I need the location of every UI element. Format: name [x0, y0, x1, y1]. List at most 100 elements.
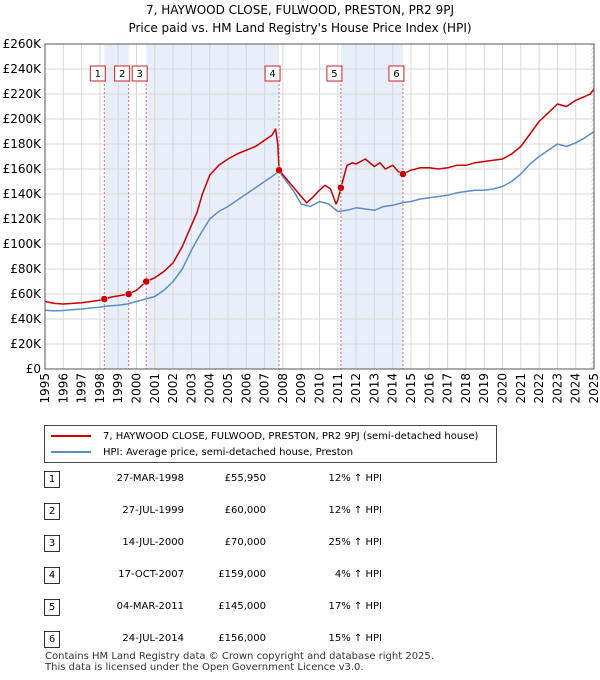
forecast-hatch — [591, 44, 594, 369]
sale-price: £60,000 — [224, 505, 266, 516]
sale-label-box — [131, 65, 148, 82]
y-tick-label: £20K — [10, 337, 42, 351]
x-tick-label: 2025 — [587, 373, 600, 404]
y-tick-label: £40K — [10, 312, 42, 326]
chart-legend: 7, HAYWOOD CLOSE, FULWOOD, PRESTON, PR2 … — [44, 425, 497, 463]
y-tick-label: £240K — [3, 62, 43, 76]
x-tick-label: 1996 — [56, 373, 70, 404]
table-row: 2 27-JUL-1999 £60,000 12% ↑ HPI — [44, 502, 564, 520]
y-tick-label: £0 — [26, 362, 41, 376]
sale-number-badge: 1 — [44, 471, 60, 488]
x-tick-label: 2003 — [184, 373, 198, 404]
legend-label-hpi: HPI: Average price, semi-detached house,… — [103, 446, 354, 458]
y-tick-label: £100K — [3, 237, 43, 251]
sale-date: 17-OCT-2007 — [118, 569, 184, 580]
x-tick-label: 2021 — [514, 373, 528, 404]
sale-point — [275, 166, 283, 174]
legend-item-price: 7, HAYWOOD CLOSE, FULWOOD, PRESTON, PR2 … — [51, 429, 478, 443]
x-tick-label: 2019 — [477, 373, 491, 404]
sale-date: 24-JUL-2014 — [122, 633, 184, 644]
sale-label-text: 3 — [137, 69, 143, 80]
sale-number-badge: 3 — [44, 535, 60, 552]
legend-swatch-price — [51, 435, 91, 437]
y-tick-label: £180K — [3, 137, 43, 151]
sale-number-badge: 2 — [44, 503, 60, 520]
x-tick-label: 2002 — [166, 373, 180, 404]
x-tick-label: 1998 — [93, 373, 107, 404]
table-row: 5 04-MAR-2011 £145,000 17% ↑ HPI — [44, 598, 564, 616]
sale-price: £145,000 — [218, 601, 266, 612]
sale-hpi-change: 25% ↑ HPI — [328, 537, 382, 548]
sale-point — [100, 295, 109, 303]
sale-hpi-change: 4% ↑ HPI — [334, 569, 382, 580]
y-tick-label: £140K — [3, 187, 43, 201]
sale-point — [399, 170, 407, 178]
hpi-series-line — [44, 130, 595, 312]
footer-license: This data is licensed under the Open Gov… — [45, 662, 364, 673]
sale-label-box — [264, 65, 281, 82]
x-tick-label: 2007 — [258, 373, 272, 404]
table-row: 3 14-JUL-2000 £70,000 25% ↑ HPI — [44, 534, 564, 552]
sale-point — [142, 277, 150, 286]
x-tick-label: 2017 — [441, 373, 455, 404]
sale-price: £156,000 — [218, 633, 266, 644]
chart-title-line2: Price paid vs. HM Land Registry's House … — [128, 21, 472, 35]
sale-point — [337, 184, 345, 192]
y-tick-label: £60K — [10, 287, 42, 301]
x-tick-label: 1999 — [111, 373, 125, 404]
x-tick-label: 2011 — [331, 373, 345, 404]
x-tick-label: 2008 — [276, 373, 290, 404]
shaded-period — [146, 44, 280, 369]
sale-date: 04-MAR-2011 — [116, 601, 184, 612]
sale-label-box — [89, 65, 106, 82]
x-tick-label: 2018 — [459, 373, 473, 404]
sale-label-box — [114, 65, 131, 82]
x-tick-label: 2005 — [221, 373, 235, 404]
sale-number-badge: 4 — [44, 567, 60, 584]
footer-copyright: Contains HM Land Registry data © Crown c… — [45, 651, 434, 662]
x-tick-label: 2009 — [294, 373, 308, 404]
x-tick-label: 2022 — [532, 373, 546, 404]
x-tick-label: 2010 — [313, 373, 327, 404]
footer: Contains HM Land Registry data © Crown c… — [45, 651, 434, 673]
table-row: 4 17-OCT-2007 £159,000 4% ↑ HPI — [44, 566, 564, 584]
x-tick-label: 2001 — [148, 373, 162, 404]
table-row: 6 24-JUL-2014 £156,000 15% ↑ HPI — [44, 630, 564, 648]
sale-label-box — [326, 65, 343, 82]
x-tick-label: 2004 — [203, 373, 217, 404]
x-tick-label: 2014 — [386, 373, 400, 404]
y-tick-label: £220K — [3, 87, 43, 101]
y-tick-label: £160K — [3, 162, 43, 176]
shaded-period — [340, 44, 403, 369]
sale-number-badge: 6 — [44, 631, 60, 648]
sale-price: £159,000 — [218, 569, 266, 580]
sale-point — [124, 290, 133, 298]
plot-frame — [44, 43, 595, 370]
sale-hpi-change: 17% ↑ HPI — [328, 601, 382, 612]
x-tick-label: 2000 — [130, 373, 144, 404]
sale-date: 27-JUL-1999 — [122, 505, 184, 516]
table-row: 1 27-MAR-1998 £55,950 12% ↑ HPI — [44, 470, 564, 488]
sale-hpi-change: 12% ↑ HPI — [328, 473, 382, 484]
x-tick-label: 2016 — [422, 373, 436, 404]
sale-hpi-change: 12% ↑ HPI — [328, 505, 382, 516]
legend-item-hpi: HPI: Average price, semi-detached house,… — [51, 445, 353, 459]
sale-label-text: 5 — [331, 69, 337, 80]
chart-title-line1: 7, HAYWOOD CLOSE, FULWOOD, PRESTON, PR2 … — [145, 3, 455, 17]
sale-hpi-change: 15% ↑ HPI — [328, 633, 382, 644]
sale-number-badge: 5 — [44, 599, 60, 616]
sale-label-text: 4 — [269, 69, 275, 80]
sale-date: 27-MAR-1998 — [116, 473, 184, 484]
x-tick-label: 2024 — [569, 373, 583, 404]
sale-label-text: 6 — [393, 69, 399, 80]
sale-date: 14-JUL-2000 — [122, 537, 184, 548]
x-tick-label: 2006 — [239, 373, 253, 404]
y-tick-label: £120K — [3, 212, 43, 226]
shaded-period — [104, 44, 129, 369]
price-chart: 1 2 3 4 5 6 £0 £20K £40K £60K £80K £100K £120K £140K £… — [3, 37, 600, 404]
sale-price: £70,000 — [224, 537, 266, 548]
x-tick-label: 2013 — [367, 373, 381, 404]
sale-label-box — [388, 65, 405, 82]
sale-price: £55,950 — [224, 473, 266, 484]
sale-label-text: 1 — [95, 69, 101, 80]
